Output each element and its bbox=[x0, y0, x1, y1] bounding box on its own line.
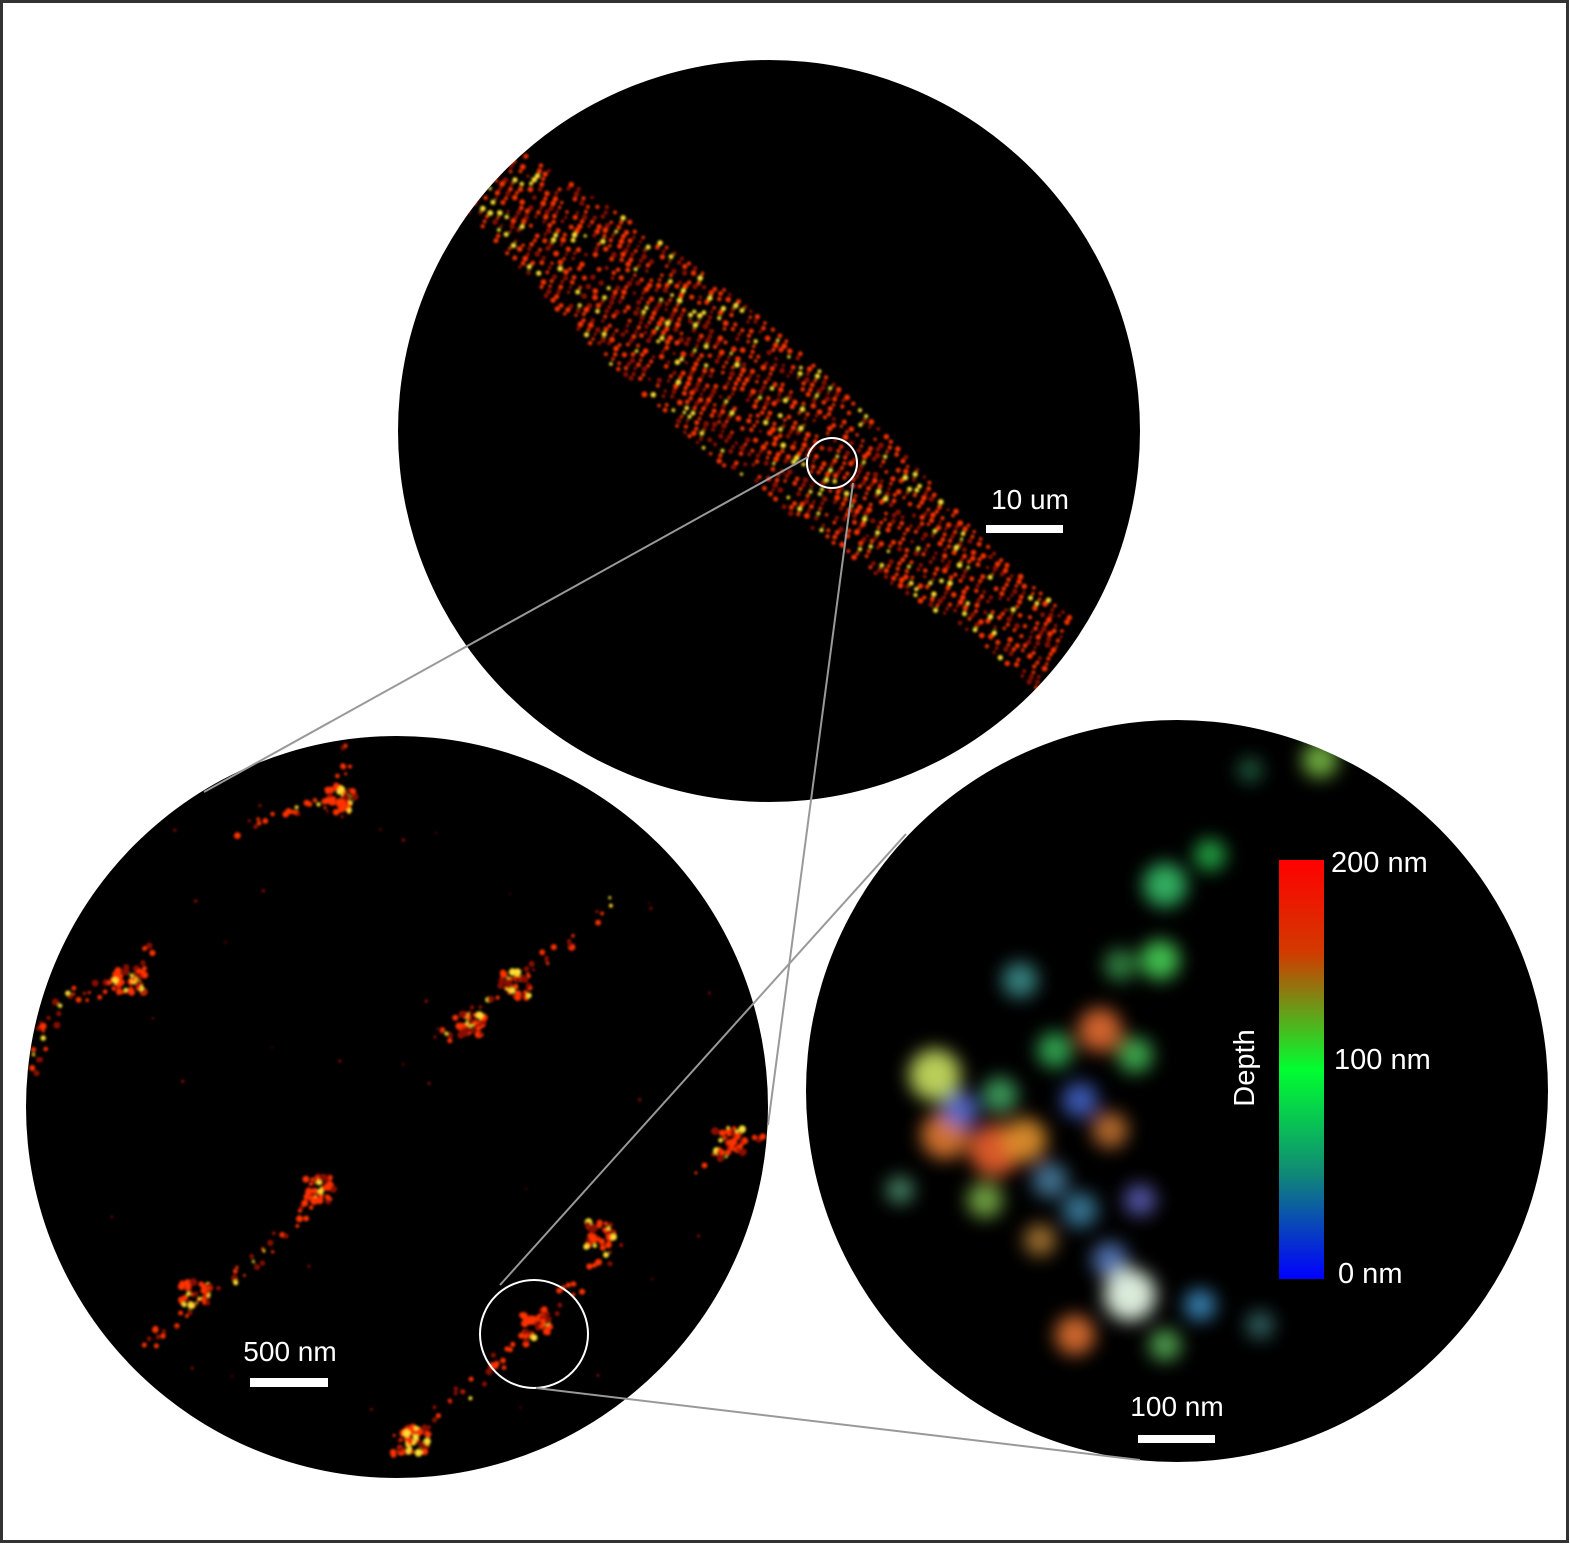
connector-left-to-right-b bbox=[535, 1387, 1141, 1461]
top-scale-label: 10 um bbox=[991, 484, 1069, 515]
connector-top-to-left-a bbox=[203, 456, 809, 793]
top-scale-bar bbox=[986, 525, 1063, 533]
bottom-left-zoom-region-circle bbox=[479, 1279, 589, 1389]
connector-left-to-right-a bbox=[499, 833, 907, 1286]
connector-top-to-left-b bbox=[767, 482, 854, 1126]
bottom-right-scale-label: 100 nm bbox=[1130, 1391, 1223, 1422]
colorbar-mid-label: 100 nm bbox=[1334, 1044, 1431, 1076]
depth-colored-cluster bbox=[886, 742, 1338, 1361]
striation-clusters bbox=[29, 743, 766, 1458]
bottom-left-panel-background bbox=[26, 736, 768, 1478]
bottom-right-panel: 200 nm 100 nm 0 nm Depth 100 nm bbox=[806, 720, 1548, 1462]
zoom-connector-lines bbox=[203, 456, 1141, 1461]
colorbar-min-label: 0 nm bbox=[1338, 1258, 1402, 1290]
bottom-left-panel: 500 nm bbox=[26, 736, 768, 1478]
bottom-left-scale-label: 500 nm bbox=[243, 1336, 336, 1367]
top-panel: 10 um bbox=[398, 60, 1140, 802]
bottom-left-scale-bar bbox=[250, 1378, 328, 1387]
top-zoom-region-circle bbox=[806, 437, 858, 489]
depth-colorbar bbox=[1279, 860, 1324, 1279]
colorbar-max-label: 200 nm bbox=[1331, 847, 1428, 879]
bottom-right-scale-bar bbox=[1138, 1435, 1215, 1443]
colorbar-title: Depth bbox=[1229, 1029, 1261, 1106]
cell-striations bbox=[466, 145, 1073, 690]
bottom-right-panel-background bbox=[806, 720, 1548, 1462]
